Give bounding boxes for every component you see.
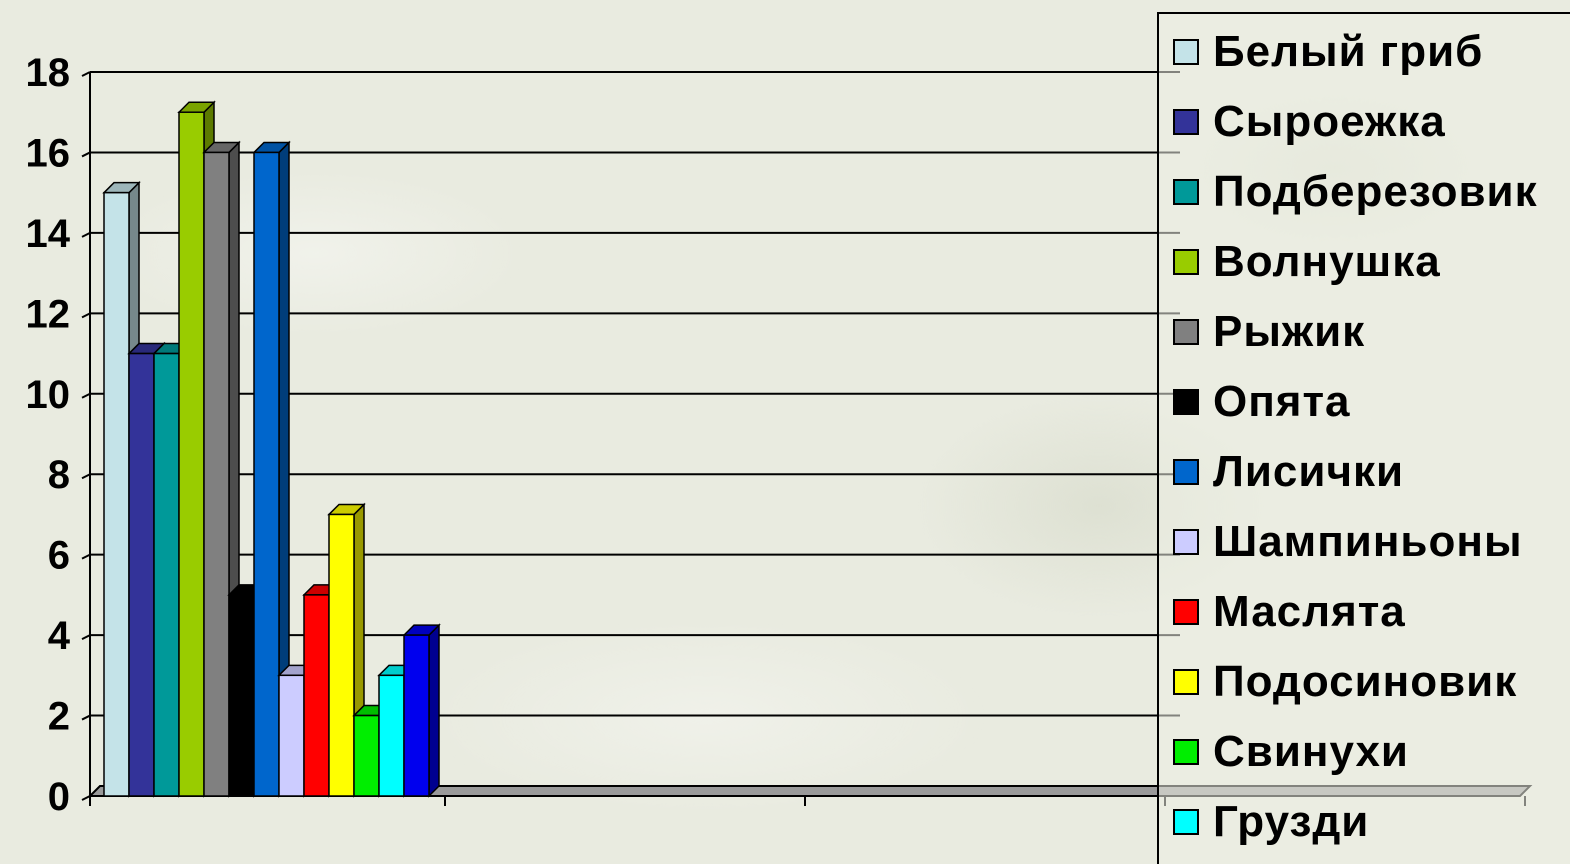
- legend-swatch: [1173, 109, 1199, 135]
- legend-swatch: [1173, 319, 1199, 345]
- y-tick-label: 12: [26, 292, 71, 336]
- legend-swatch: [1173, 249, 1199, 275]
- legend-item: Белый гриб: [1173, 22, 1483, 82]
- y-tick-mark: [81, 473, 91, 480]
- legend-item: Лисички: [1173, 442, 1404, 502]
- legend-item: Опята: [1173, 372, 1351, 432]
- legend-label: Опята: [1213, 377, 1351, 426]
- legend-item: Волнушка: [1173, 232, 1441, 292]
- legend-label: Шампиньоны: [1213, 517, 1523, 566]
- legend-item: Подберезовик: [1173, 162, 1538, 222]
- y-tick-mark: [81, 231, 91, 238]
- y-tick-label: 0: [48, 775, 70, 819]
- legend-label: Лисички: [1213, 447, 1405, 496]
- legend-label: Маслята: [1213, 587, 1406, 636]
- bar-13: [402, 623, 441, 798]
- y-tick-label: 6: [48, 534, 70, 578]
- y-tick-mark: [81, 71, 91, 77]
- legend-label: Рыжик: [1213, 307, 1366, 356]
- y-tick-label: 2: [48, 695, 70, 739]
- y-tick-mark: [81, 634, 91, 641]
- legend-swatch: [1173, 809, 1199, 835]
- legend-item: Шампиньоны: [1173, 512, 1523, 572]
- legend-item: Рыжик: [1173, 302, 1365, 362]
- legend-item: Свинухи: [1173, 722, 1409, 782]
- legend-item: Грузди: [1173, 792, 1369, 852]
- y-tick-mark: [81, 151, 91, 158]
- legend-label: Белый гриб: [1213, 27, 1484, 76]
- legend-swatch: [1173, 39, 1199, 65]
- y-tick-mark: [81, 714, 91, 721]
- legend-swatch: [1173, 669, 1199, 695]
- y-tick-mark: [81, 312, 91, 319]
- legend-swatch: [1173, 599, 1199, 625]
- y-tick-mark: [81, 553, 91, 560]
- legend-item: Подосиновик: [1173, 652, 1517, 712]
- legend-item: Маслята: [1173, 582, 1406, 642]
- legend-label: Подосиновик: [1213, 657, 1518, 706]
- legend-label: Грузди: [1213, 797, 1370, 846]
- legend-swatch: [1173, 529, 1199, 555]
- y-tick-label: 10: [26, 373, 71, 417]
- y-tick-label: 8: [48, 453, 70, 497]
- y-tick-label: 14: [26, 212, 71, 256]
- chart-legend: Белый гриб Сыроежка Подберезовик Волнушка Ры…: [1157, 12, 1570, 864]
- legend-swatch: [1173, 179, 1199, 205]
- y-tick-mark: [81, 392, 91, 399]
- legend-swatch: [1173, 739, 1199, 765]
- y-tick-label: 16: [26, 131, 71, 175]
- legend-label: Подберезовик: [1213, 167, 1538, 216]
- y-tick-label: 4: [48, 614, 71, 658]
- legend-item: Сыроежка: [1173, 92, 1446, 152]
- legend-swatch: [1173, 459, 1199, 485]
- legend-label: Сыроежка: [1213, 97, 1446, 146]
- legend-label: Волнушка: [1213, 237, 1441, 286]
- y-tick-label: 18: [26, 51, 71, 95]
- bar-7: [252, 140, 291, 798]
- legend-swatch: [1173, 389, 1199, 415]
- legend-label: Свинухи: [1213, 727, 1409, 776]
